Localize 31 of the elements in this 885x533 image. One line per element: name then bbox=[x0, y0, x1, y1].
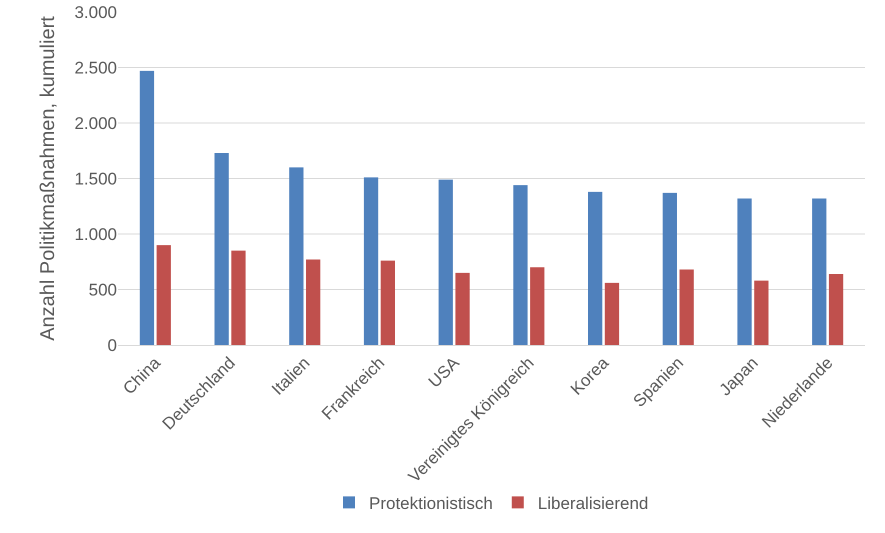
y-tick-label: 1.000 bbox=[74, 224, 117, 244]
bar bbox=[588, 192, 602, 345]
y-tick-label: 2.500 bbox=[74, 58, 117, 78]
bar bbox=[662, 192, 677, 345]
bar bbox=[737, 198, 752, 345]
y-tick-label: 1.500 bbox=[74, 169, 117, 188]
bar bbox=[455, 272, 470, 345]
bar bbox=[604, 282, 620, 345]
y-tick-label: 3.000 bbox=[74, 2, 117, 22]
y-tick-label: 0 bbox=[108, 336, 117, 355]
bar bbox=[530, 267, 544, 345]
y-axis-title: Anzahl Politikmaßnahmen, kumuliert bbox=[36, 16, 59, 341]
bar bbox=[140, 70, 154, 345]
bar bbox=[380, 260, 395, 345]
bar bbox=[214, 152, 229, 345]
legend-label: Liberalisierend bbox=[538, 494, 648, 514]
bar bbox=[680, 270, 694, 345]
bar bbox=[828, 274, 844, 345]
x-tick-label: USA bbox=[424, 352, 464, 392]
bar bbox=[812, 198, 826, 345]
bar bbox=[364, 177, 378, 345]
legend-label: Protektionistisch bbox=[369, 494, 493, 514]
bar bbox=[231, 250, 246, 345]
bar bbox=[754, 280, 768, 345]
bar bbox=[306, 260, 320, 345]
bar bbox=[438, 180, 453, 345]
y-tick-label: 2.000 bbox=[74, 114, 117, 133]
bar bbox=[156, 245, 171, 345]
y-tick-label: 500 bbox=[88, 280, 117, 300]
bar bbox=[513, 185, 528, 345]
bar bbox=[289, 167, 304, 345]
